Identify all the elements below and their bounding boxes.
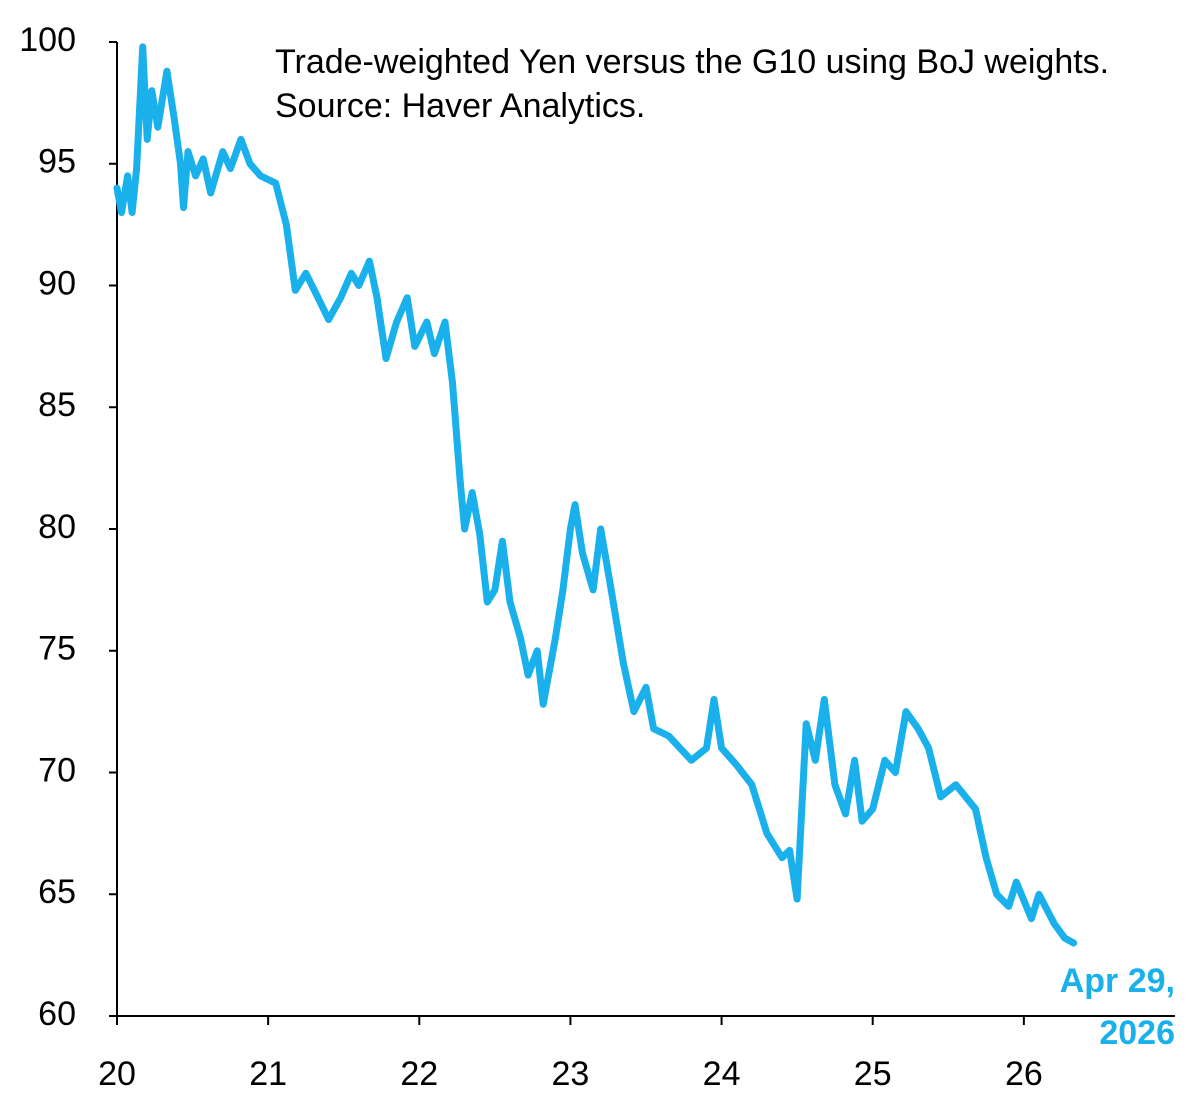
annotation: 2026 — [1099, 1014, 1175, 1052]
x-tick-label: 21 — [249, 1055, 287, 1093]
chart-title: Trade-weighted Yen versus the G10 using … — [275, 43, 1110, 126]
x-tick-label: 20 — [98, 1055, 136, 1093]
y-tick-label: 65 — [38, 873, 76, 911]
x-tick-label: 23 — [552, 1055, 590, 1093]
series-line — [113, 43, 1078, 947]
x-tick-label: 22 — [400, 1055, 438, 1093]
x-tick-label: 26 — [1005, 1055, 1043, 1093]
y-tick-label: 60 — [38, 995, 76, 1033]
y-tick-label: 80 — [38, 508, 76, 546]
y-tick-label: 95 — [38, 143, 76, 181]
y-tick-label: 75 — [38, 630, 76, 668]
y-tick-label: 100 — [19, 21, 76, 59]
x-tick-label: 25 — [854, 1055, 892, 1093]
y-tick-label: 70 — [38, 751, 76, 789]
y-tick-label: 85 — [38, 386, 76, 424]
x-tick-label: 24 — [703, 1055, 741, 1093]
y-tick-label: 90 — [38, 264, 76, 302]
annotation: Apr 29, — [1060, 962, 1175, 1000]
